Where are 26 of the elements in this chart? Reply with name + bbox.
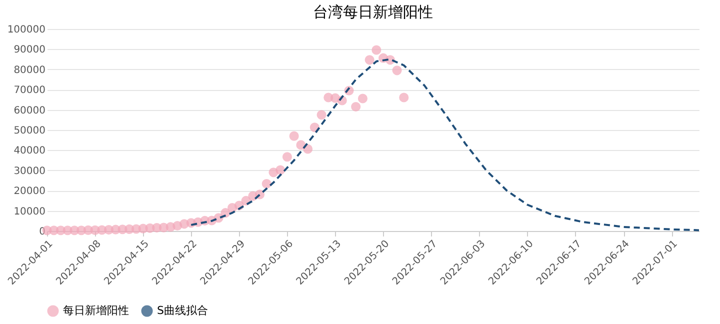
legend-label: 每日新增阳性 (63, 304, 129, 317)
point (262, 178, 272, 189)
point (358, 94, 368, 104)
point (296, 140, 306, 150)
y-tick-label: 80000 (14, 64, 46, 76)
y-tick-label: 40000 (14, 146, 46, 157)
y-tick-label: 10000 (14, 206, 46, 218)
y-tick-label: 60000 (14, 105, 46, 116)
legend-label: S曲线拟合 (157, 304, 208, 317)
y-tick-label: 50000 (14, 126, 46, 136)
y-tick-label: 100000 (7, 24, 46, 36)
y-tick-label: 20000 (14, 186, 46, 198)
point (316, 110, 326, 120)
y-tick-label: 0 (39, 226, 46, 238)
point (372, 45, 382, 55)
point (276, 165, 286, 175)
point (364, 55, 374, 65)
point (282, 152, 292, 162)
point (392, 66, 402, 76)
y-tick-label: 30000 (14, 166, 46, 177)
y-tick-label: 70000 (14, 85, 46, 96)
y-tick-label: 90000 (14, 44, 46, 56)
point (399, 92, 409, 102)
chart-title: 台湾每日新增阳性 (313, 3, 433, 21)
point (289, 131, 299, 141)
point (351, 102, 361, 112)
